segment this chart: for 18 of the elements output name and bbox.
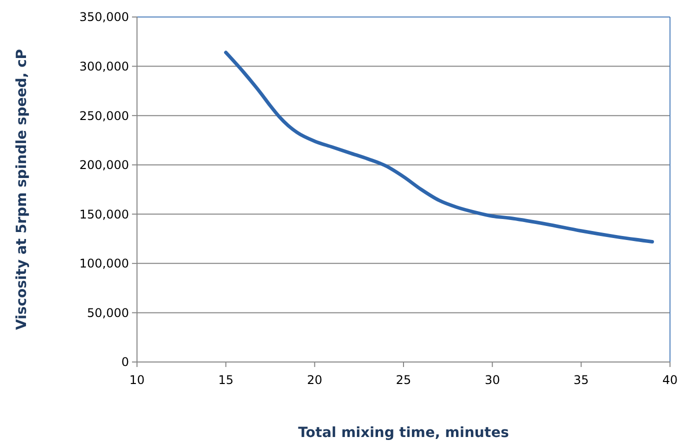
x-axis-title: Total mixing time, minutes bbox=[298, 425, 509, 441]
x-tick-label: 30 bbox=[484, 373, 500, 387]
y-tick-label: 100,000 bbox=[79, 256, 129, 271]
x-tick-label: 20 bbox=[307, 373, 322, 387]
y-tick-label: 350,000 bbox=[79, 10, 129, 24]
y-tick-label: 200,000 bbox=[79, 158, 129, 172]
y-tick-label: 0 bbox=[121, 355, 129, 370]
x-tick-label: 15 bbox=[218, 373, 234, 387]
line-series bbox=[224, 50, 654, 244]
y-tick-label: 150,000 bbox=[79, 207, 129, 222]
x-tick-label: 25 bbox=[396, 373, 412, 387]
x-tick-label: 35 bbox=[574, 373, 589, 387]
y-tick-label: 300,000 bbox=[79, 59, 129, 74]
x-tick-label: 10 bbox=[129, 373, 145, 387]
y-tick-label: 50,000 bbox=[87, 306, 129, 320]
x-tick-label: 40 bbox=[662, 373, 678, 387]
y-axis-title: Viscosity at 5rpm spindle speed, cP bbox=[14, 48, 30, 330]
y-tick-label: 250,000 bbox=[79, 108, 129, 123]
